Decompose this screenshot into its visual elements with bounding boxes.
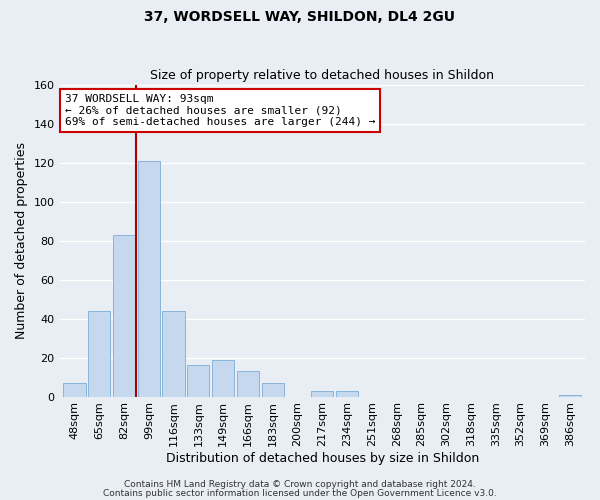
Text: 37 WORDSELL WAY: 93sqm
← 26% of detached houses are smaller (92)
69% of semi-det: 37 WORDSELL WAY: 93sqm ← 26% of detached… [65, 94, 375, 127]
Text: Contains public sector information licensed under the Open Government Licence v3: Contains public sector information licen… [103, 488, 497, 498]
Text: Contains HM Land Registry data © Crown copyright and database right 2024.: Contains HM Land Registry data © Crown c… [124, 480, 476, 489]
Bar [262, 383, 284, 396]
Y-axis label: Number of detached properties: Number of detached properties [15, 142, 28, 339]
Bar [137, 160, 160, 396]
Bar [163, 311, 185, 396]
Bar [113, 234, 135, 396]
X-axis label: Distribution of detached houses by size in Shildon: Distribution of detached houses by size … [166, 452, 479, 465]
Title: Size of property relative to detached houses in Shildon: Size of property relative to detached ho… [150, 69, 494, 82]
Bar [237, 371, 259, 396]
Bar [212, 360, 234, 397]
Bar [311, 390, 334, 396]
Text: 37, WORDSELL WAY, SHILDON, DL4 2GU: 37, WORDSELL WAY, SHILDON, DL4 2GU [145, 10, 455, 24]
Bar [559, 394, 581, 396]
Bar [63, 383, 86, 396]
Bar [88, 311, 110, 396]
Bar [187, 366, 209, 396]
Bar [336, 390, 358, 396]
